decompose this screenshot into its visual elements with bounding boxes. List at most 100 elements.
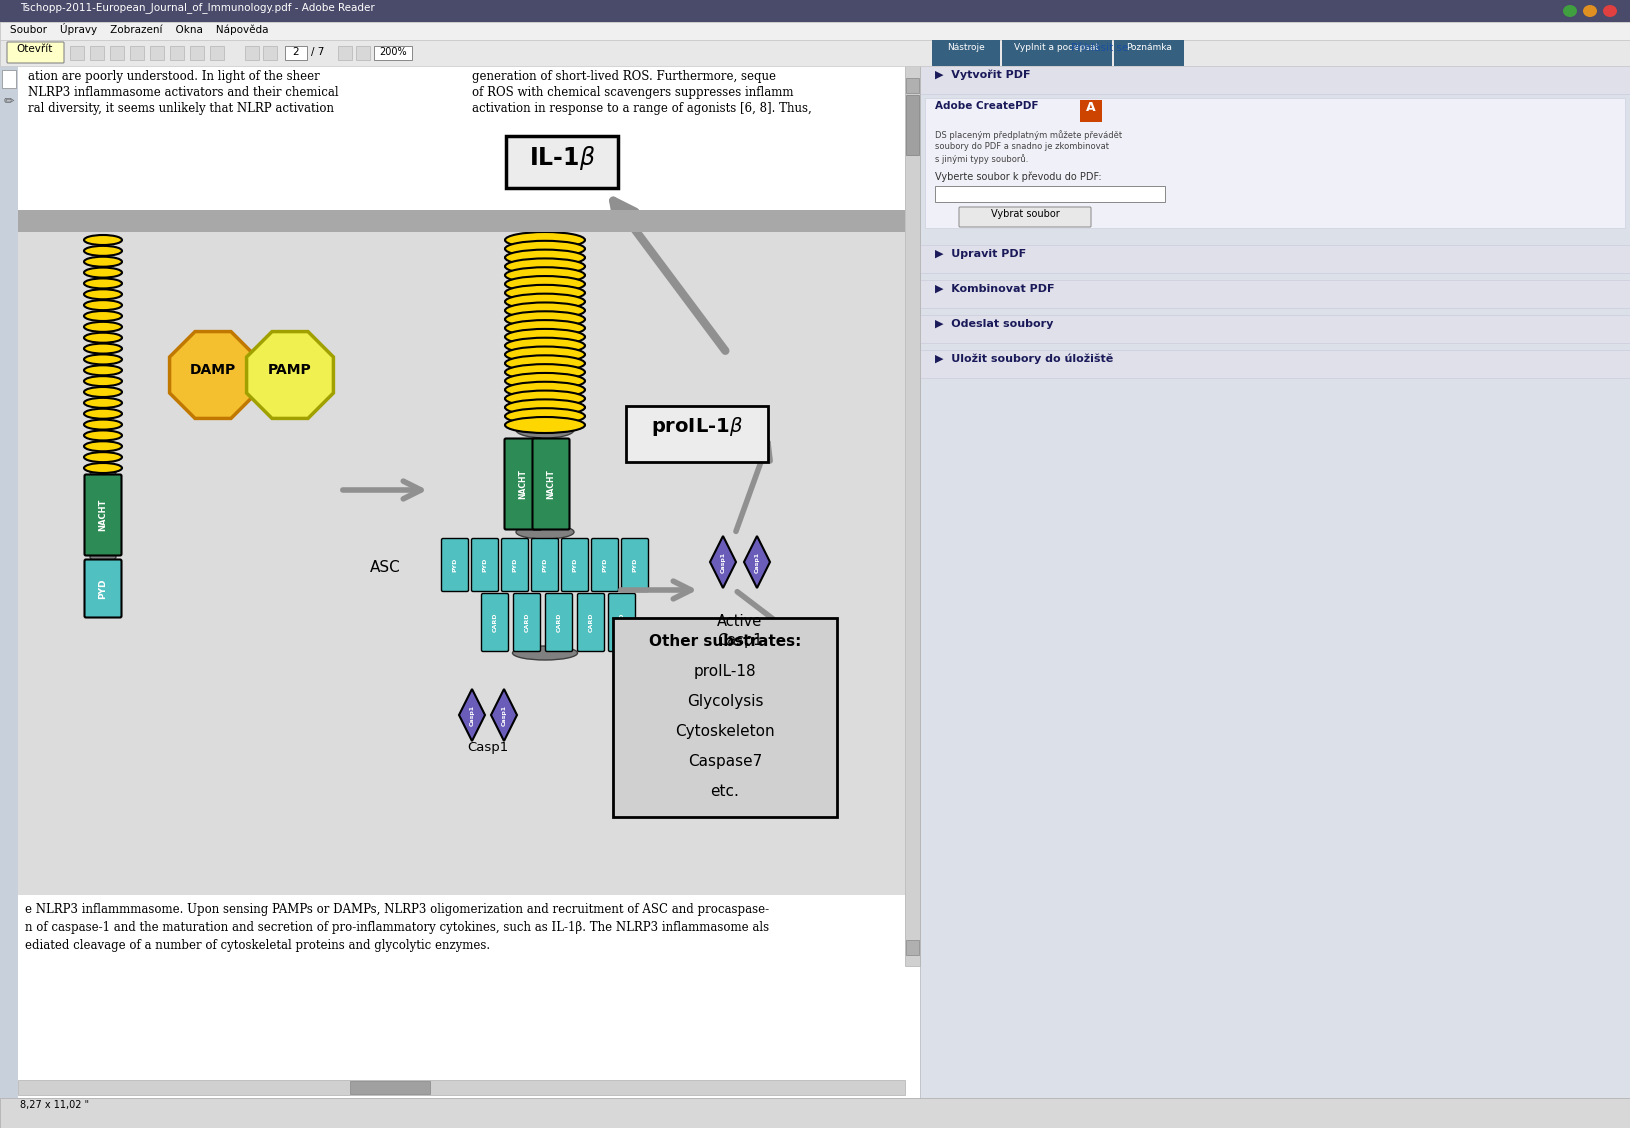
Ellipse shape bbox=[505, 408, 585, 424]
Bar bbox=[130, 46, 143, 60]
Ellipse shape bbox=[85, 387, 122, 397]
Text: DAMP: DAMP bbox=[189, 363, 236, 377]
Text: s jinými typy souborů.: s jinými typy souborů. bbox=[934, 155, 1029, 164]
Ellipse shape bbox=[505, 258, 585, 274]
Bar bbox=[0, 23, 1630, 39]
Text: etc.: etc. bbox=[711, 784, 738, 799]
Ellipse shape bbox=[505, 240, 585, 257]
FancyBboxPatch shape bbox=[513, 593, 540, 652]
FancyBboxPatch shape bbox=[561, 538, 588, 591]
FancyBboxPatch shape bbox=[481, 593, 509, 652]
Bar bbox=[934, 186, 1164, 202]
Bar bbox=[210, 46, 223, 60]
Bar bbox=[150, 46, 165, 60]
Bar bbox=[905, 940, 918, 955]
Text: PYD: PYD bbox=[482, 558, 487, 572]
Text: CARD: CARD bbox=[556, 613, 561, 633]
Bar bbox=[919, 67, 1630, 94]
Ellipse shape bbox=[85, 376, 122, 386]
Ellipse shape bbox=[505, 276, 585, 292]
Ellipse shape bbox=[85, 365, 122, 376]
Text: Glycolysis: Glycolysis bbox=[686, 694, 763, 710]
Bar bbox=[70, 46, 85, 60]
Text: NLRP3 inflammasome activators and their chemical: NLRP3 inflammasome activators and their … bbox=[28, 86, 339, 99]
Ellipse shape bbox=[505, 249, 585, 265]
Ellipse shape bbox=[85, 311, 122, 321]
FancyBboxPatch shape bbox=[505, 136, 618, 188]
Text: n of caspase-1 and the maturation and secretion of pro-inflammatory cytokines, s: n of caspase-1 and the maturation and se… bbox=[24, 920, 769, 934]
Bar bbox=[350, 1081, 430, 1094]
Bar bbox=[1001, 39, 1112, 67]
Text: Nástroje: Nástroje bbox=[947, 43, 985, 52]
Bar bbox=[1113, 39, 1183, 67]
Ellipse shape bbox=[1562, 5, 1576, 17]
Text: Soubor    Úpravy    Zobrazení    Okna    Nápověda: Soubor Úpravy Zobrazení Okna Nápověda bbox=[10, 23, 269, 35]
Ellipse shape bbox=[85, 300, 122, 310]
Bar bbox=[373, 46, 412, 60]
Text: activation in response to a range of agonists [6, 8]. Thus,: activation in response to a range of ago… bbox=[471, 102, 812, 115]
Text: Casp1: Casp1 bbox=[468, 741, 509, 755]
Ellipse shape bbox=[85, 354, 122, 364]
Text: Otevřít: Otevřít bbox=[16, 44, 54, 54]
Ellipse shape bbox=[505, 285, 585, 301]
Ellipse shape bbox=[85, 289, 122, 299]
Bar bbox=[919, 315, 1630, 343]
Polygon shape bbox=[743, 536, 769, 588]
Bar bbox=[0, 39, 1630, 67]
Bar bbox=[337, 46, 352, 60]
FancyBboxPatch shape bbox=[531, 439, 569, 529]
Text: PYD: PYD bbox=[452, 558, 458, 572]
Bar bbox=[0, 0, 1630, 23]
Text: / 7: / 7 bbox=[311, 47, 324, 58]
FancyBboxPatch shape bbox=[471, 538, 499, 591]
Ellipse shape bbox=[85, 398, 122, 408]
Bar bbox=[0, 67, 18, 1098]
Ellipse shape bbox=[515, 422, 574, 438]
Ellipse shape bbox=[90, 552, 116, 562]
Text: Active: Active bbox=[717, 615, 763, 629]
Bar bbox=[262, 46, 277, 60]
Text: e NLRP3 inflammmasome. Upon sensing PAMPs or DAMPs, NLRP3 oligomerization and re: e NLRP3 inflammmasome. Upon sensing PAMP… bbox=[24, 904, 769, 916]
FancyBboxPatch shape bbox=[504, 439, 541, 529]
FancyBboxPatch shape bbox=[442, 538, 468, 591]
Ellipse shape bbox=[505, 267, 585, 283]
Text: Casp1: Casp1 bbox=[755, 552, 760, 573]
Bar bbox=[0, 67, 919, 1098]
Bar bbox=[905, 67, 919, 966]
Text: NACHT: NACHT bbox=[546, 469, 556, 499]
Text: ▶  Upravit PDF: ▶ Upravit PDF bbox=[934, 249, 1025, 259]
Text: Vyplnit a podepsat: Vyplnit a podepsat bbox=[1014, 43, 1099, 52]
Text: proIL-18: proIL-18 bbox=[693, 664, 756, 679]
Text: Přihlásit se: Přihlásit se bbox=[1071, 43, 1128, 53]
Bar bbox=[919, 67, 1630, 1098]
Text: ▶  Kombinovat PDF: ▶ Kombinovat PDF bbox=[934, 284, 1055, 294]
Ellipse shape bbox=[505, 399, 585, 415]
Ellipse shape bbox=[505, 355, 585, 371]
Bar bbox=[18, 1098, 29, 1110]
Ellipse shape bbox=[85, 267, 122, 277]
Ellipse shape bbox=[505, 311, 585, 327]
Text: CARD: CARD bbox=[588, 613, 593, 633]
Text: Adobe CreatePDF: Adobe CreatePDF bbox=[934, 102, 1038, 111]
Text: Vyberte soubor k převodu do PDF:: Vyberte soubor k převodu do PDF: bbox=[934, 171, 1100, 183]
Ellipse shape bbox=[85, 462, 122, 473]
Bar bbox=[109, 46, 124, 60]
Text: Tschopp-2011-European_Journal_of_Immunology.pdf - Adobe Reader: Tschopp-2011-European_Journal_of_Immunol… bbox=[20, 2, 375, 12]
FancyBboxPatch shape bbox=[85, 559, 121, 617]
Ellipse shape bbox=[85, 441, 122, 451]
Ellipse shape bbox=[85, 257, 122, 266]
Text: 2: 2 bbox=[292, 47, 300, 58]
Text: PYD: PYD bbox=[632, 558, 637, 572]
Ellipse shape bbox=[85, 420, 122, 430]
Ellipse shape bbox=[515, 525, 574, 539]
Ellipse shape bbox=[505, 390, 585, 406]
Ellipse shape bbox=[512, 646, 577, 660]
Polygon shape bbox=[491, 689, 517, 741]
Text: A: A bbox=[1086, 102, 1095, 114]
Text: Cytoskeleton: Cytoskeleton bbox=[675, 724, 774, 739]
Ellipse shape bbox=[85, 408, 122, 418]
Text: Casp1: Casp1 bbox=[720, 552, 725, 573]
Bar bbox=[285, 46, 306, 60]
Bar bbox=[2, 70, 16, 88]
FancyBboxPatch shape bbox=[613, 618, 836, 817]
